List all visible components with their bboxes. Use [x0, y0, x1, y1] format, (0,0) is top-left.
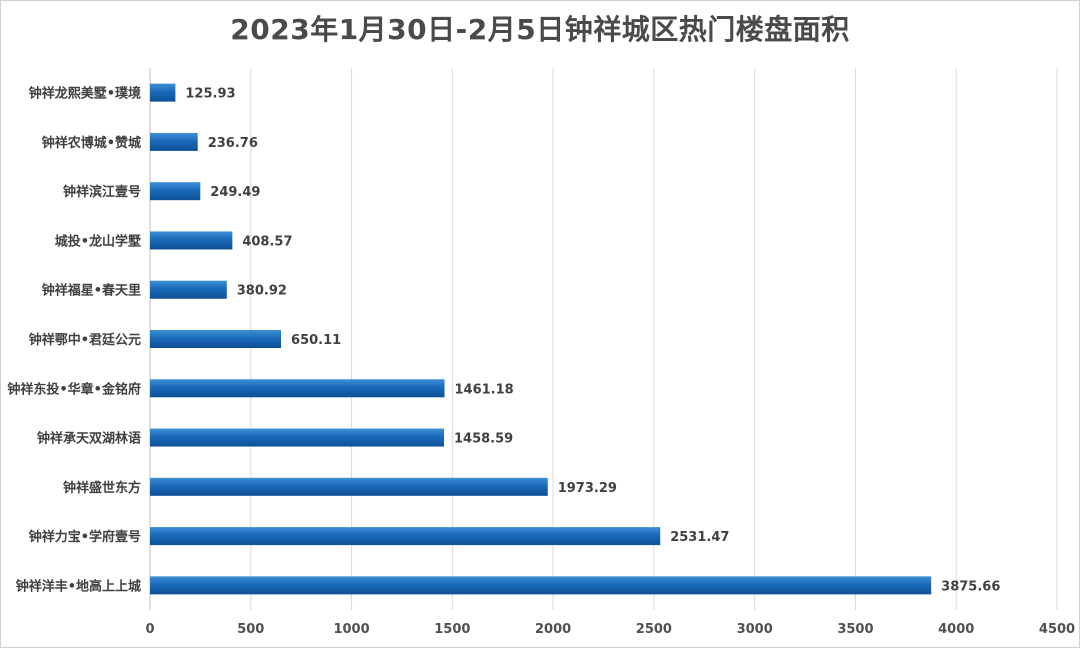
data-label: 236.76 [208, 136, 258, 151]
x-tick-label: 3000 [737, 622, 773, 637]
bar [150, 527, 661, 546]
category-label: 钟祥东投•华章•金铭府 [7, 381, 141, 397]
data-label: 3875.66 [941, 579, 1000, 594]
data-label: 2531.47 [670, 530, 729, 545]
bar [150, 428, 444, 447]
x-tick-label: 1000 [333, 622, 369, 637]
chart-title: 2023年1月30日-2月5日钟祥城区热门楼盘面积 [230, 13, 850, 46]
gridlines [149, 68, 1058, 610]
category-label: 钟祥盛世东方 [63, 480, 141, 496]
bar [150, 182, 201, 201]
category-label: 钟祥福星•春天里 [42, 283, 141, 299]
data-label: 249.49 [210, 185, 260, 200]
category-label: 钟祥龙熙美墅•璞境 [29, 86, 141, 102]
x-tick-label: 4000 [938, 622, 974, 637]
data-label: 1973.29 [558, 481, 617, 496]
category-label: 钟祥鄂中•君廷公元 [29, 332, 141, 348]
bar [150, 576, 932, 595]
category-label: 钟祥洋丰•地高上上城 [16, 578, 141, 594]
x-tick-label: 1500 [434, 622, 470, 637]
x-tick-label: 500 [237, 622, 264, 637]
data-label: 380.92 [237, 284, 287, 299]
data-label: 408.57 [242, 234, 292, 249]
bar [150, 83, 176, 102]
bar [150, 132, 198, 151]
bar [150, 231, 233, 250]
data-label: 650.11 [291, 333, 341, 348]
bar [150, 330, 282, 348]
category-label: 钟祥承天双湖林语 [37, 431, 141, 447]
x-tick-label: 2000 [535, 622, 571, 637]
bars [150, 83, 932, 595]
bar [150, 477, 548, 496]
category-label: 钟祥滨江壹号 [63, 184, 141, 200]
data-label: 1461.18 [455, 382, 514, 397]
data-label: 1458.59 [454, 432, 513, 447]
x-tick-label: 4500 [1039, 622, 1075, 637]
bar [150, 280, 227, 299]
data-label: 125.93 [185, 87, 235, 102]
bar [150, 379, 445, 398]
labels: 0 500 1000 1500 2000 2500 3000 3500 4000 4500 钟祥龙熙… [7, 86, 1075, 637]
x-tick-label: 2500 [636, 622, 672, 637]
category-label: 钟祥力宝•学府壹号 [29, 529, 141, 545]
category-label: 城投•龙山学墅 [55, 233, 141, 249]
category-label: 钟祥农博城•赞城 [42, 135, 141, 151]
x-tick-label: 0 [145, 622, 154, 637]
x-tick-label: 3500 [837, 622, 873, 637]
